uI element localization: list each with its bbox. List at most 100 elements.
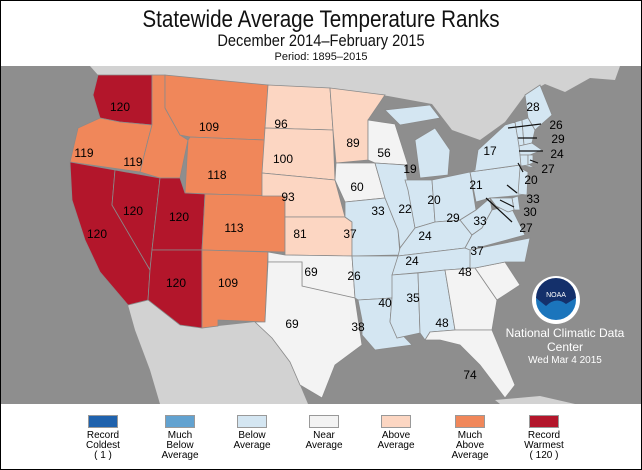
rank-DE: 30 (523, 205, 537, 219)
callout-NH (507, 123, 542, 129)
mexico-land (128, 300, 308, 404)
rank-KS: 81 (293, 227, 307, 241)
rank-NH: 26 (549, 118, 563, 132)
rank-NM: 109 (218, 276, 238, 290)
state-MI[interactable] (414, 127, 451, 179)
rank-TN: 24 (405, 254, 419, 268)
state-MI-upper[interactable] (384, 104, 441, 126)
rank-NE: 93 (281, 190, 295, 204)
rank-CA: 120 (87, 227, 107, 241)
rank-WA: 120 (110, 100, 130, 114)
rank-WV: 29 (446, 211, 460, 225)
rank-ME: 28 (526, 100, 540, 114)
period-label: Period: 1895–2015 (274, 51, 368, 63)
rank-GA: 48 (435, 316, 449, 330)
rank-MN: 89 (346, 136, 360, 150)
state-MA[interactable] (518, 142, 543, 156)
rank-WI: 56 (377, 146, 391, 160)
state-TX[interactable] (253, 261, 363, 399)
rank-ND: 96 (274, 117, 288, 131)
rank-MD: 27 (519, 221, 533, 235)
legend-label: Average (451, 450, 489, 461)
legend-item-record-coldest: Record Coldest( 1 ) (68, 415, 138, 461)
map-title: Statewide Average Temperature Ranks (142, 6, 500, 33)
callout-lines (485, 123, 543, 223)
rank-OK: 69 (304, 265, 318, 279)
rank-SC: 48 (458, 265, 472, 279)
callout-MD (485, 197, 513, 223)
legend-label: Coldest (86, 440, 120, 451)
legend-label: Warmest (524, 440, 564, 451)
rank-NJ: 33 (526, 192, 540, 206)
state-FL[interactable] (424, 329, 516, 399)
legend-item-much-above: Much Above Average (435, 415, 505, 461)
rank-RI: 27 (541, 162, 555, 176)
state-NC[interactable] (469, 237, 531, 269)
state-MS[interactable] (389, 272, 421, 339)
legend-item-much-below: Much Below Average (145, 415, 215, 461)
rank-VA: 33 (473, 214, 487, 228)
legend-swatch (88, 415, 118, 428)
rank-MA: 24 (550, 147, 564, 161)
rank-MI: 19 (403, 162, 417, 176)
rank-MT: 109 (199, 120, 219, 134)
state-CT[interactable] (519, 154, 529, 167)
rank-OH: 20 (427, 193, 441, 207)
legend-swatch (165, 415, 195, 428)
legend-label: Near (313, 430, 335, 441)
legend-item-below: Below Average (217, 415, 287, 451)
rank-MS: 40 (378, 296, 392, 310)
rank-PA: 21 (469, 178, 483, 192)
state-NJ[interactable] (517, 167, 529, 196)
legend-label: Average (377, 440, 415, 451)
legend-swatch (455, 415, 485, 428)
callout-CT (517, 162, 524, 173)
rank-AZ: 120 (166, 276, 186, 290)
legend-label: Above (455, 440, 485, 451)
rank-CT: 20 (524, 173, 538, 187)
legend-label: Average (233, 440, 271, 451)
noaa-logo-text: NOAA (546, 292, 566, 299)
legend-swatch (309, 415, 339, 428)
rank-MO: 37 (343, 227, 357, 241)
cuba-land (495, 396, 575, 404)
legend-label: Record (86, 430, 120, 441)
legend-label: Much (167, 430, 193, 441)
legend-label: ( 1 ) (94, 450, 112, 461)
legend-swatch (381, 415, 411, 428)
credit-org: National Climatic Data Center (505, 326, 625, 354)
rank-IA: 60 (350, 180, 364, 194)
callout-NJ (506, 184, 518, 194)
canada-land (60, 66, 620, 140)
legend-label: Average (305, 440, 343, 451)
state-VA[interactable] (464, 204, 526, 251)
rank-TX: 69 (285, 317, 299, 331)
map-subtitle: December 2014–February 2015 (217, 31, 425, 50)
legend-item-near: Near Average (289, 415, 359, 451)
rank-SD: 100 (273, 152, 293, 166)
legend-label: Record (527, 430, 561, 441)
credit-date: Wed Mar 4 2015 (528, 355, 602, 366)
callout-RI (529, 159, 539, 164)
rank-ID: 119 (123, 155, 142, 169)
credit-block: National Climatic Data Center Wed Mar 4 … (490, 326, 640, 366)
rank-AR: 26 (347, 269, 361, 283)
state-WY[interactable] (184, 136, 266, 197)
legend: Record Coldest( 1 ) Much Below Average Belo… (0, 415, 642, 465)
legend-swatch (237, 415, 267, 428)
legend-label: Above (381, 430, 411, 441)
legend-item-record-warmest: Record Warmest( 120 ) (509, 415, 579, 461)
rank-KY: 24 (418, 229, 432, 243)
callout-DE (499, 199, 515, 208)
rank-OR: 119 (74, 146, 93, 160)
legend-label: ( 120 ) (529, 450, 559, 461)
state-MD[interactable] (489, 197, 515, 213)
legend-label: Below (166, 440, 194, 451)
rank-WY: 118 (207, 168, 226, 182)
state-ME[interactable] (524, 84, 553, 131)
noaa-logo: NOAA (532, 276, 580, 324)
rank-NV: 120 (123, 204, 143, 218)
rank-VT: 29 (551, 132, 565, 146)
legend-label: Below (238, 430, 266, 441)
